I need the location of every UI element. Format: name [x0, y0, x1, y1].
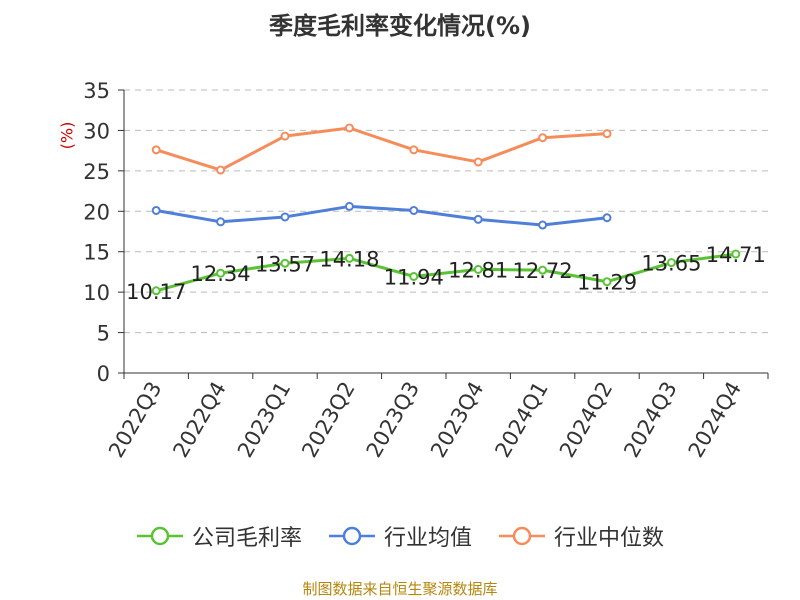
- data-label: 12.81: [448, 258, 508, 282]
- data-point: [216, 165, 226, 175]
- legend-label: 行业中位数: [554, 526, 665, 551]
- series-line: [155, 252, 736, 293]
- data-point: [344, 201, 354, 211]
- series-line: [155, 126, 608, 172]
- legend-item[interactable]: 行业中位数: [498, 520, 664, 552]
- data-point: [151, 205, 161, 215]
- data-label: 14.18: [319, 247, 379, 271]
- data-point: [151, 286, 161, 296]
- legend-swatch: [499, 526, 545, 546]
- data-point: [538, 265, 548, 275]
- data-point: [538, 220, 548, 230]
- data-point: [409, 145, 419, 155]
- data-point: [280, 131, 290, 141]
- y-tick-label: 35: [83, 79, 110, 103]
- x-tick-label: 2024Q3: [619, 378, 681, 462]
- legend-label: 行业均值: [383, 526, 472, 551]
- series-line: [155, 204, 608, 227]
- data-point: [602, 213, 612, 223]
- data-label: 11.29: [577, 271, 637, 295]
- data-label: 13.65: [641, 252, 701, 276]
- legend: 公司毛利率 行业均值 行业中位数: [0, 520, 800, 552]
- legend-swatch: [136, 526, 183, 546]
- x-tick-label: 2024Q2: [555, 378, 617, 462]
- data-label: 13.57: [255, 252, 315, 276]
- legend-marker: [150, 526, 170, 546]
- y-tick-label: 15: [83, 241, 110, 265]
- data-point: [151, 145, 161, 155]
- legend-swatch: [328, 526, 375, 546]
- data-label: 11.94: [384, 265, 444, 289]
- data-point: [473, 264, 483, 274]
- source-note: 制图数据来自恒生聚源数据库: [302, 580, 498, 598]
- data-point: [344, 253, 354, 263]
- data-point: [280, 212, 290, 222]
- data-point: [473, 157, 483, 167]
- data-point: [409, 271, 419, 281]
- data-point: [409, 205, 419, 215]
- x-tick-label: 2023Q3: [362, 378, 424, 462]
- x-tick-label: 2024Q4: [684, 378, 746, 462]
- data-label: 10.17: [126, 280, 186, 304]
- data-point: [280, 258, 290, 268]
- x-tick-label: 2022Q3: [104, 378, 166, 462]
- legend-item[interactable]: 公司毛利率: [136, 520, 302, 552]
- y-tick-label: 5: [97, 322, 110, 346]
- data-point: [473, 214, 483, 224]
- y-tick-label: 20: [83, 200, 110, 224]
- data-point: [344, 123, 354, 133]
- legend-label: 公司毛利率: [191, 526, 302, 551]
- data-point: [538, 133, 548, 143]
- x-tick-label: 2023Q1: [233, 378, 295, 462]
- y-tick-label: 30: [83, 119, 110, 143]
- x-tick-label: 2023Q2: [297, 378, 359, 462]
- data-point: [731, 249, 741, 259]
- data-point: [666, 258, 676, 268]
- y-tick-label: 10: [83, 281, 110, 305]
- data-label: 14.71: [706, 243, 766, 267]
- y-tick-label: 25: [83, 160, 110, 184]
- x-tick-label: 2023Q4: [426, 378, 488, 462]
- data-label: 12.72: [513, 259, 573, 283]
- legend-marker: [342, 526, 362, 546]
- y-tick-label: 0: [97, 362, 110, 386]
- x-tick-label: 2024Q1: [490, 378, 552, 462]
- data-point: [602, 129, 612, 139]
- data-point: [216, 217, 226, 227]
- legend-marker: [512, 526, 532, 546]
- chart-title: 季度毛利率变化情况(%): [269, 12, 531, 40]
- x-tick-label: 2022Q4: [168, 378, 230, 462]
- legend-item[interactable]: 行业均值: [328, 520, 472, 552]
- data-label: 12.34: [191, 262, 251, 286]
- data-point: [216, 268, 226, 278]
- data-point: [602, 277, 612, 287]
